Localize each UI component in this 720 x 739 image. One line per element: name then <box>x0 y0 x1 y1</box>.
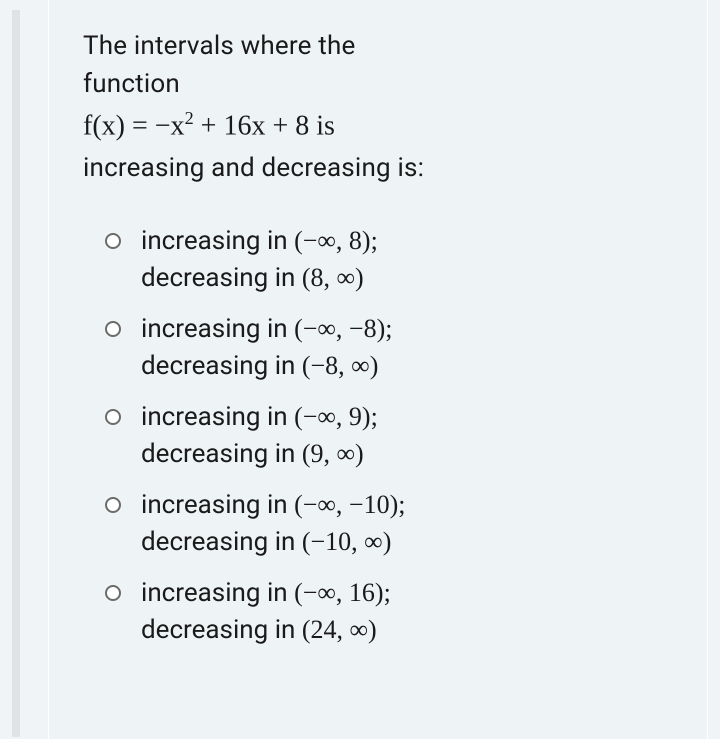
inc-interval: (−∞, −10); <box>294 490 405 519</box>
option-2[interactable]: increasing in (−∞, −8); decreasing in (−… <box>105 311 673 385</box>
formula-prefix: f(x) = −x <box>83 111 185 142</box>
dec-interval: (9, ∞) <box>302 439 364 468</box>
option-text: increasing in (−∞, 8); decreasing in (8,… <box>141 223 378 297</box>
option-3[interactable]: increasing in (−∞, 9); decreasing in (9,… <box>105 399 673 473</box>
inc-label: increasing in <box>141 402 294 432</box>
inc-interval: (−∞, 8); <box>294 226 378 255</box>
dec-interval: (−10, ∞) <box>302 527 392 556</box>
option-text: increasing in (−∞, −8); decreasing in (−… <box>141 311 392 385</box>
inc-interval: (−∞, 9); <box>294 402 378 431</box>
radio-icon[interactable] <box>105 321 121 337</box>
formula-suffix: + 16x + 8 is <box>194 111 335 142</box>
question-card: The intervals where the function f(x) = … <box>48 0 708 739</box>
dec-label: decreasing in <box>141 263 302 293</box>
left-rail <box>12 10 20 737</box>
radio-icon[interactable] <box>105 233 121 249</box>
option-1[interactable]: increasing in (−∞, 8); decreasing in (8,… <box>105 223 673 297</box>
formula-exponent: 2 <box>185 108 194 128</box>
option-4[interactable]: increasing in (−∞, −10); decreasing in (… <box>105 487 673 561</box>
options-list: increasing in (−∞, 8); decreasing in (8,… <box>83 223 673 648</box>
question-stem: The intervals where the function f(x) = … <box>83 28 673 187</box>
radio-icon[interactable] <box>105 585 121 601</box>
stem-line-1: The intervals where the <box>83 28 673 66</box>
inc-label: increasing in <box>141 490 294 520</box>
inc-interval: (−∞, −8); <box>294 314 392 343</box>
inc-label: increasing in <box>141 314 294 344</box>
dec-label: decreasing in <box>141 439 302 469</box>
dec-label: decreasing in <box>141 527 302 557</box>
dec-interval: (24, ∞) <box>302 615 377 644</box>
option-text: increasing in (−∞, 16); decreasing in (2… <box>141 575 391 649</box>
stem-formula: f(x) = −x2 + 16x + 8 is <box>83 105 673 147</box>
option-text: increasing in (−∞, 9); decreasing in (9,… <box>141 399 378 473</box>
dec-interval: (−8, ∞) <box>302 351 379 380</box>
dec-label: decreasing in <box>141 615 302 645</box>
stem-line-2: function <box>83 66 673 104</box>
inc-label: increasing in <box>141 578 294 608</box>
option-5[interactable]: increasing in (−∞, 16); decreasing in (2… <box>105 575 673 649</box>
radio-icon[interactable] <box>105 409 121 425</box>
stem-line-4: increasing and decreasing is: <box>83 150 673 188</box>
inc-label: increasing in <box>141 226 294 256</box>
radio-icon[interactable] <box>105 497 121 513</box>
dec-interval: (8, ∞) <box>302 263 364 292</box>
option-text: increasing in (−∞, −10); decreasing in (… <box>141 487 405 561</box>
dec-label: decreasing in <box>141 351 302 381</box>
inc-interval: (−∞, 16); <box>294 578 391 607</box>
